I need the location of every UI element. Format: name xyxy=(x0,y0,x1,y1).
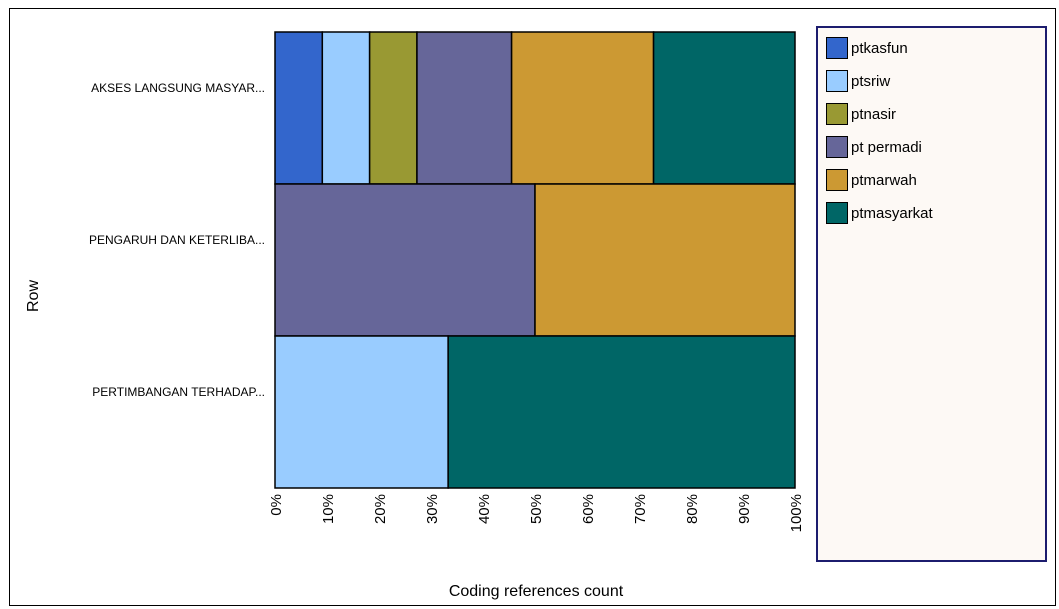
legend-item: ptnasir xyxy=(826,102,896,126)
category-label: AKSES LANGSUNG MASYAR... xyxy=(91,81,265,95)
bar-segment-ptkasfun-row-1 xyxy=(274,31,324,185)
bar-segment-ptmasyarkat-row-3 xyxy=(447,335,796,489)
legend-label: pt permadi xyxy=(851,138,922,156)
x-tick-label: 50% xyxy=(528,494,545,524)
legend-item: ptmasyarkat xyxy=(826,201,933,225)
x-tick-label: 100% xyxy=(788,494,805,532)
legend-swatch xyxy=(826,103,848,125)
bar-segment-ptnasir-row-1 xyxy=(368,31,418,185)
x-tick-label: 70% xyxy=(632,494,649,524)
bar-segment-ptmasyarkat-row-1 xyxy=(652,31,796,185)
bar-segment-ptmarwah-row-1 xyxy=(510,31,655,185)
x-axis-label: Coding references count xyxy=(449,583,624,600)
bars-layer xyxy=(274,31,796,489)
legend-item: ptmarwah xyxy=(826,168,917,192)
category-label: PERTIMBANGAN TERHADAP... xyxy=(92,385,265,399)
y-axis-label: Row xyxy=(25,280,42,312)
category-labels: AKSES LANGSUNG MASYAR... PENGARUH DAN KET… xyxy=(89,81,265,399)
legend: ptkasfun ptsriw ptnasir pt permadi ptmarwah p… xyxy=(816,26,1047,562)
x-tick-label: 90% xyxy=(736,494,753,524)
legend-item: ptkasfun xyxy=(826,36,908,60)
legend-swatch xyxy=(826,202,848,224)
legend-swatch xyxy=(826,37,848,59)
legend-swatch xyxy=(826,70,848,92)
category-label: PENGARUH DAN KETERLIBA... xyxy=(89,233,265,247)
legend-item: ptsriw xyxy=(826,69,890,93)
x-tick-label: 0% xyxy=(268,494,285,516)
legend-label: ptkasfun xyxy=(851,39,908,57)
bar-segment-ptsriw-row-3 xyxy=(274,335,449,489)
bar-segment-pt-permadi-row-1 xyxy=(416,31,513,185)
legend-swatch xyxy=(826,136,848,158)
bar-segment-ptmarwah-row-2 xyxy=(534,183,796,337)
bar-segment-pt-permadi-row-2 xyxy=(274,183,536,337)
legend-label: ptmasyarkat xyxy=(851,204,933,222)
x-tick-label: 40% xyxy=(476,494,493,524)
x-tick-label: 10% xyxy=(320,494,337,524)
bar-segment-ptsriw-row-1 xyxy=(321,31,371,185)
x-tick-label: 30% xyxy=(424,494,441,524)
legend-item: pt permadi xyxy=(826,135,922,159)
legend-label: ptsriw xyxy=(851,72,891,90)
x-tick-label: 20% xyxy=(372,494,389,524)
x-tick-label: 60% xyxy=(580,494,597,524)
legend-label: ptnasir xyxy=(851,105,897,123)
legend-label: ptmarwah xyxy=(851,171,917,189)
x-axis-ticks: 0% 10% 20% 30% 40% 50% 60% 70% 80% 90% 100% xyxy=(268,494,805,532)
legend-swatch xyxy=(826,169,848,191)
x-tick-label: 80% xyxy=(684,494,701,524)
